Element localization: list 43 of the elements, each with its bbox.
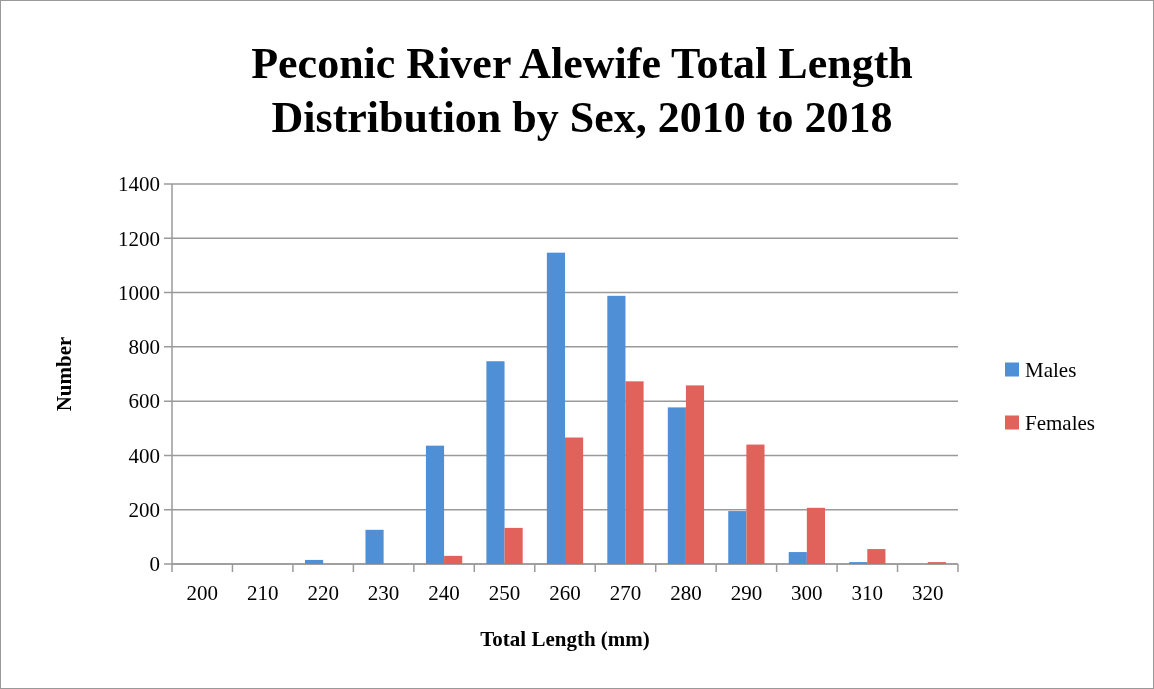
y-tick-label: 1400 bbox=[118, 172, 160, 197]
x-tick-label: 280 bbox=[670, 581, 702, 605]
y-tick-label: 200 bbox=[128, 498, 160, 523]
x-tick-label: 310 bbox=[851, 581, 884, 605]
legend-label: Females bbox=[1025, 410, 1095, 435]
y-tick-label: 600 bbox=[128, 389, 160, 414]
x-tick-label: 250 bbox=[488, 581, 521, 605]
x-tick-label: 210 bbox=[246, 581, 279, 605]
bar bbox=[546, 252, 565, 564]
bar bbox=[486, 361, 505, 564]
bar bbox=[565, 437, 584, 564]
x-tick-label: 320 bbox=[912, 581, 944, 605]
y-tick-label: 0 bbox=[149, 552, 160, 577]
x-axis-title: Total Length (mm) bbox=[480, 627, 650, 651]
bar bbox=[685, 385, 705, 564]
x-tick-label: 240 bbox=[428, 581, 460, 605]
x-tick-label: 300 bbox=[791, 581, 823, 605]
bar bbox=[305, 559, 324, 564]
bar bbox=[867, 549, 886, 564]
bar bbox=[365, 529, 384, 564]
y-axis-title: Number bbox=[52, 336, 76, 412]
x-tick-label: 200 bbox=[186, 581, 218, 605]
legend-label: Males bbox=[1025, 357, 1077, 382]
y-tick-label: 1200 bbox=[118, 226, 160, 251]
bar bbox=[788, 552, 807, 564]
bar bbox=[425, 445, 445, 564]
bar bbox=[667, 407, 686, 564]
x-tick-label: 260 bbox=[549, 581, 581, 605]
y-tick-label: 800 bbox=[128, 335, 160, 360]
x-tick-label: 220 bbox=[307, 581, 339, 605]
bar bbox=[625, 381, 644, 564]
bar bbox=[444, 555, 463, 564]
bar bbox=[746, 444, 765, 564]
x-tick-label: 230 bbox=[367, 581, 400, 605]
x-tick-label: 270 bbox=[609, 581, 642, 605]
bar bbox=[806, 507, 825, 564]
bar bbox=[728, 511, 747, 564]
y-tick-label: 400 bbox=[128, 443, 160, 468]
bar bbox=[607, 295, 626, 564]
bar bbox=[504, 527, 523, 564]
chart-title: Peconic River Alewife Total Length Distribution by Sex, 2010 to 2018 bbox=[251, 39, 913, 142]
x-tick-label: 290 bbox=[730, 581, 763, 605]
y-tick-label: 1000 bbox=[118, 280, 160, 305]
